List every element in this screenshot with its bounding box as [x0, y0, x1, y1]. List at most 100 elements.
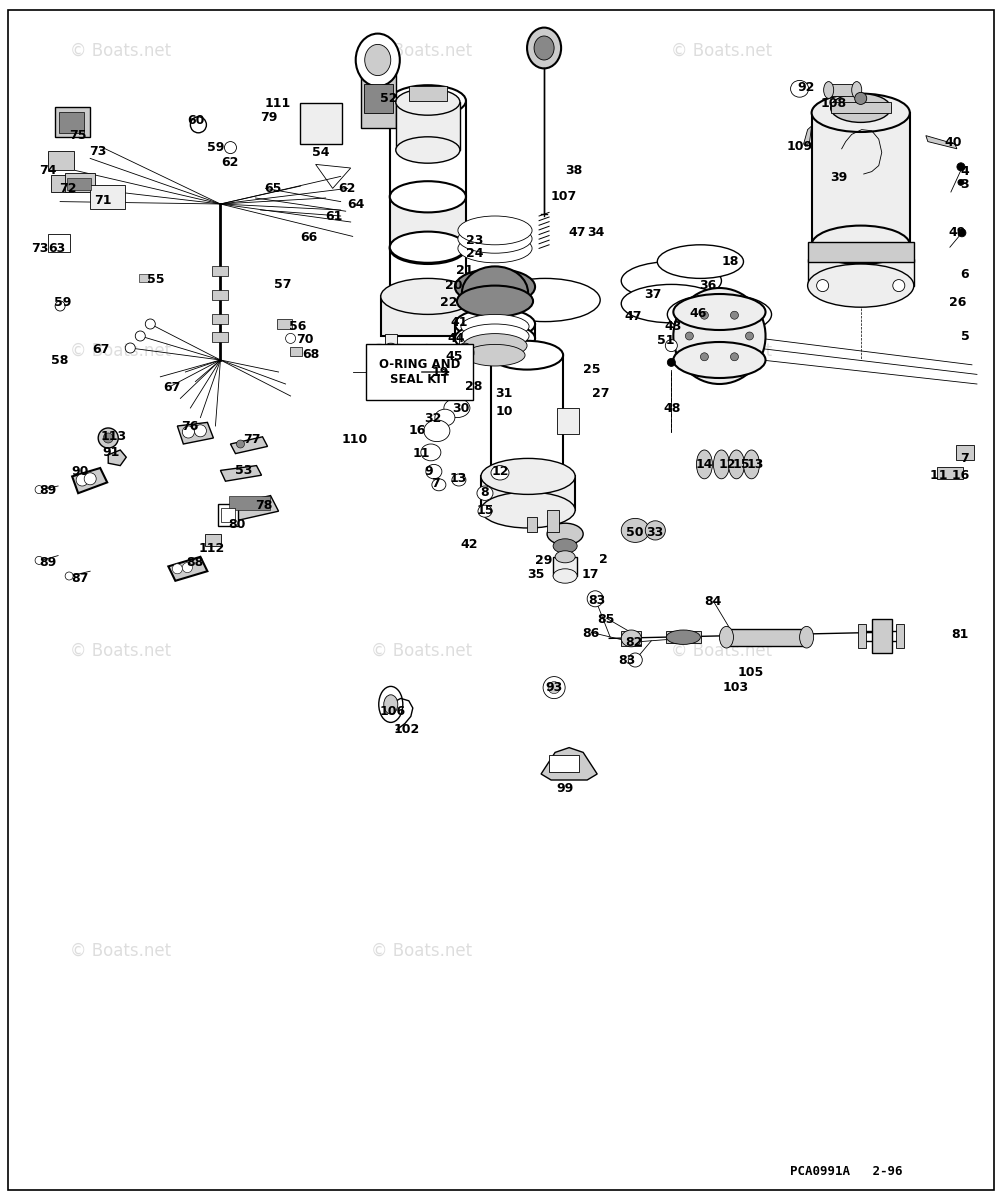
Text: 89: 89: [39, 485, 57, 497]
Ellipse shape: [812, 94, 910, 132]
Text: 19: 19: [431, 366, 449, 378]
Text: 82: 82: [625, 636, 643, 648]
Text: 59: 59: [206, 142, 224, 154]
Ellipse shape: [645, 521, 665, 540]
Text: 21: 21: [456, 264, 474, 276]
Text: 39: 39: [830, 172, 848, 184]
Ellipse shape: [673, 288, 766, 384]
Circle shape: [817, 280, 829, 292]
Text: 31: 31: [495, 388, 513, 400]
Circle shape: [35, 557, 43, 564]
Text: 85: 85: [597, 613, 615, 625]
Text: 68: 68: [302, 348, 320, 360]
Text: 49: 49: [948, 227, 966, 239]
Text: 8: 8: [481, 486, 489, 498]
Ellipse shape: [824, 82, 834, 98]
Bar: [366, 344, 473, 400]
Text: 7: 7: [961, 452, 969, 464]
Circle shape: [182, 563, 192, 572]
Ellipse shape: [435, 409, 455, 426]
Text: 44: 44: [447, 332, 465, 344]
Ellipse shape: [456, 343, 474, 362]
Circle shape: [84, 473, 96, 485]
Text: 78: 78: [255, 499, 273, 511]
Ellipse shape: [390, 85, 466, 116]
Text: 71: 71: [94, 194, 112, 206]
Text: 33: 33: [646, 527, 664, 539]
Bar: [858, 624, 866, 648]
Text: 32: 32: [424, 413, 442, 425]
Bar: [956, 445, 974, 460]
Text: 106: 106: [380, 706, 406, 718]
Circle shape: [855, 92, 867, 104]
Text: 27: 27: [592, 388, 610, 400]
Bar: [218, 504, 238, 526]
Bar: [808, 259, 914, 286]
Circle shape: [135, 331, 145, 341]
Ellipse shape: [490, 278, 600, 322]
Bar: [547, 510, 559, 532]
Text: 43: 43: [664, 320, 682, 332]
Text: 73: 73: [89, 145, 107, 157]
Ellipse shape: [713, 450, 729, 479]
Text: 3: 3: [961, 179, 969, 191]
Polygon shape: [926, 136, 957, 149]
Ellipse shape: [390, 181, 466, 212]
Ellipse shape: [696, 450, 712, 479]
Text: 23: 23: [466, 234, 484, 246]
Bar: [48, 151, 74, 170]
Circle shape: [224, 142, 236, 154]
Polygon shape: [72, 468, 107, 493]
Text: 92: 92: [797, 82, 815, 94]
Ellipse shape: [621, 630, 641, 647]
Text: 20: 20: [445, 280, 463, 292]
Text: 15: 15: [732, 458, 750, 470]
Bar: [557, 408, 579, 434]
Text: 24: 24: [466, 247, 484, 259]
Ellipse shape: [491, 341, 563, 370]
Bar: [90, 185, 125, 209]
Text: © Boats.net: © Boats.net: [671, 42, 773, 60]
Text: 35: 35: [527, 569, 545, 581]
Text: 10: 10: [495, 406, 513, 418]
Bar: [455, 324, 535, 338]
Ellipse shape: [667, 294, 772, 335]
Bar: [829, 84, 857, 96]
Text: 36: 36: [698, 280, 716, 292]
Text: 53: 53: [234, 464, 253, 476]
Ellipse shape: [666, 630, 700, 644]
Text: 17: 17: [581, 569, 599, 581]
Ellipse shape: [382, 343, 400, 362]
Ellipse shape: [426, 464, 442, 479]
Text: 16: 16: [408, 425, 426, 437]
Ellipse shape: [728, 450, 744, 479]
Text: 46: 46: [689, 307, 707, 319]
Text: 25: 25: [583, 364, 601, 376]
Bar: [221, 508, 235, 522]
Text: 79: 79: [260, 112, 278, 124]
Ellipse shape: [534, 36, 554, 60]
Ellipse shape: [808, 264, 914, 307]
Text: © Boats.net: © Boats.net: [371, 42, 472, 60]
Circle shape: [236, 440, 244, 448]
Text: 88: 88: [185, 557, 203, 569]
Circle shape: [98, 428, 118, 448]
Bar: [812, 113, 910, 245]
Text: 54: 54: [312, 146, 330, 158]
Text: 58: 58: [51, 354, 69, 366]
Text: 26: 26: [949, 296, 967, 308]
Text: 40: 40: [944, 137, 962, 149]
Ellipse shape: [481, 492, 575, 528]
Text: 66: 66: [300, 232, 318, 244]
Ellipse shape: [462, 266, 528, 319]
Text: 52: 52: [380, 92, 398, 104]
Ellipse shape: [424, 420, 450, 442]
Text: 48: 48: [663, 402, 681, 414]
Ellipse shape: [356, 34, 400, 86]
Text: 76: 76: [180, 420, 198, 432]
Ellipse shape: [831, 94, 891, 122]
Bar: [212, 290, 228, 300]
Text: 59: 59: [54, 296, 72, 308]
Bar: [491, 355, 563, 478]
Text: 57: 57: [274, 278, 292, 290]
